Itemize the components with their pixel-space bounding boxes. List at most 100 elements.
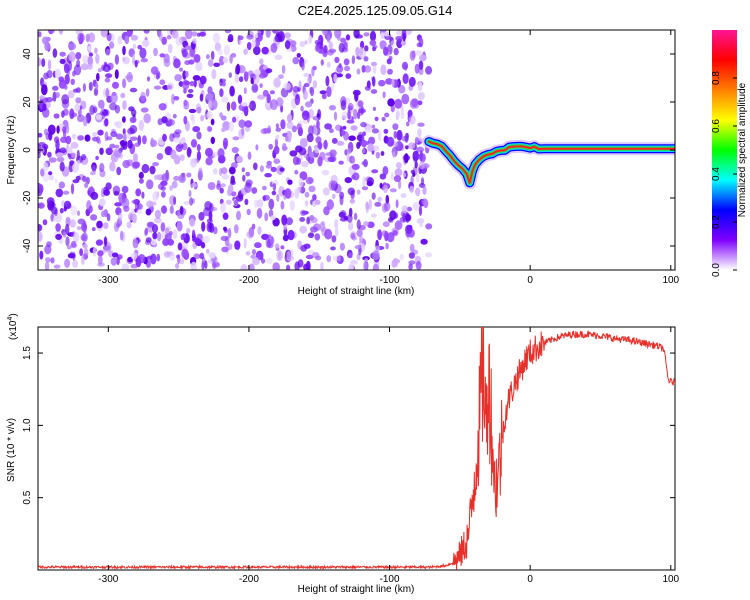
- noise-blob: [325, 75, 330, 87]
- colorbar-label: Normalized spectral amplitude: [737, 82, 748, 217]
- noise-blob: [84, 182, 89, 189]
- noise-blob: [206, 125, 212, 132]
- noise-blob: [210, 118, 215, 126]
- noise-blob: [418, 161, 425, 170]
- noise-blob: [104, 77, 111, 83]
- noise-blob: [399, 254, 404, 261]
- noise-blob: [244, 120, 253, 128]
- noise-blob: [272, 183, 277, 191]
- noise-blob: [175, 263, 180, 269]
- noise-blob: [298, 178, 304, 188]
- noise-blob: [402, 73, 409, 84]
- noise-blob: [326, 61, 331, 68]
- noise-blob: [154, 217, 162, 224]
- noise-blob: [248, 104, 253, 109]
- noise-blob: [383, 128, 389, 134]
- noise-blob: [400, 193, 407, 198]
- noise-blob: [172, 131, 181, 139]
- noise-blob: [121, 263, 129, 270]
- noise-blob: [319, 221, 326, 232]
- noise-blob: [251, 187, 258, 194]
- noise-blob: [53, 113, 60, 119]
- noise-blob: [99, 147, 104, 155]
- noise-blob: [371, 124, 376, 129]
- noise-blob: [70, 152, 77, 158]
- noise-blob: [412, 172, 416, 177]
- noise-blob: [126, 221, 132, 229]
- noise-blob: [169, 205, 174, 214]
- noise-blob: [177, 242, 183, 251]
- noise-blob: [41, 58, 46, 67]
- noise-blob: [120, 92, 126, 99]
- noise-blob: [88, 205, 93, 214]
- noise-blob: [343, 58, 350, 66]
- noise-blob: [205, 157, 213, 166]
- noise-blob: [212, 32, 221, 44]
- noise-blob: [286, 121, 294, 130]
- noise-blob: [359, 47, 364, 56]
- noise-blob: [219, 78, 223, 87]
- noise-blob: [222, 56, 228, 64]
- noise-blob: [48, 157, 57, 163]
- noise-blob: [260, 252, 264, 261]
- snr-series-line: [38, 327, 675, 570]
- noise-blob: [276, 194, 280, 202]
- noise-blob: [280, 245, 285, 250]
- noise-blob: [95, 239, 103, 246]
- noise-blob: [163, 58, 171, 68]
- noise-blob: [146, 179, 154, 190]
- noise-blob: [401, 93, 410, 105]
- noise-blob: [144, 227, 149, 236]
- noise-blob: [339, 195, 344, 206]
- noise-blob: [90, 214, 98, 221]
- spectrogram-y-ticks: -40 -20 0 20 40: [22, 48, 675, 253]
- noise-blob: [254, 69, 261, 76]
- noise-blob: [192, 126, 201, 133]
- noise-blob: [252, 45, 261, 56]
- noise-blob: [146, 200, 154, 208]
- noise-blob: [330, 82, 335, 92]
- noise-blob: [131, 199, 139, 204]
- x-tick-label: 0: [527, 574, 533, 585]
- noise-blob: [79, 248, 83, 256]
- noise-blob: [45, 257, 51, 263]
- noise-blob: [116, 223, 120, 228]
- noise-blob: [408, 252, 415, 259]
- noise-blob: [398, 85, 406, 94]
- noise-blob: [405, 145, 409, 150]
- noise-blob: [348, 263, 354, 270]
- y-tick-label: -20: [22, 190, 33, 205]
- noise-blob: [348, 221, 354, 231]
- noise-blob: [386, 58, 392, 65]
- noise-blob: [270, 215, 276, 221]
- noise-blob: [55, 152, 64, 158]
- noise-blob: [355, 46, 360, 57]
- noise-blob: [356, 141, 361, 150]
- noise-blob: [405, 214, 412, 222]
- noise-blob: [97, 262, 105, 267]
- noise-blob: [109, 143, 116, 149]
- noise-blob: [317, 156, 323, 167]
- noise-blob: [92, 164, 96, 173]
- noise-blob: [273, 158, 281, 164]
- noise-blob: [265, 68, 273, 74]
- noise-blob: [174, 74, 182, 82]
- noise-blob: [244, 182, 252, 193]
- y-tick-label: 0: [22, 147, 33, 153]
- noise-blob: [364, 125, 373, 133]
- noise-blob: [179, 154, 185, 162]
- noise-blob: [44, 41, 51, 52]
- noise-blob: [168, 231, 173, 236]
- noise-blob: [341, 111, 349, 120]
- noise-blob: [266, 93, 271, 104]
- noise-blob: [269, 90, 275, 95]
- noise-blob: [328, 180, 336, 191]
- noise-blob: [95, 155, 99, 161]
- noise-blob: [150, 66, 159, 75]
- x-tick-label: -200: [239, 574, 259, 585]
- noise-blob: [160, 186, 166, 191]
- noise-blob: [48, 171, 53, 176]
- noise-blob: [284, 40, 291, 50]
- noise-blob: [173, 175, 180, 181]
- noise-blob: [103, 236, 108, 247]
